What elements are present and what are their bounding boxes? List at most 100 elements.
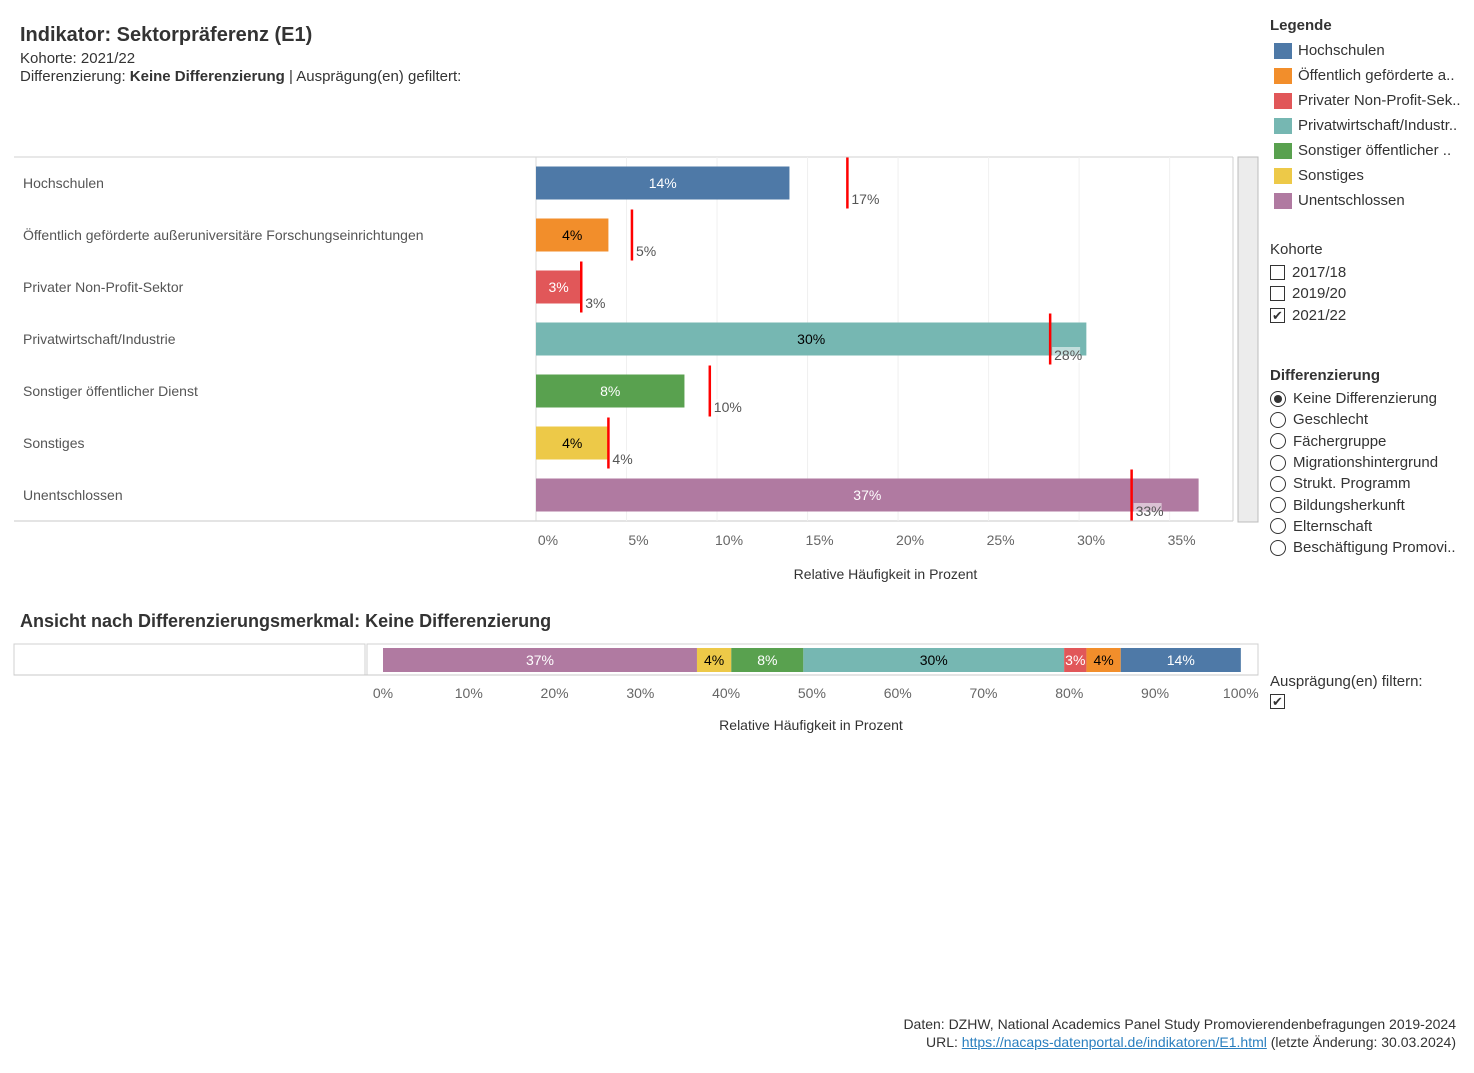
radio-unselected[interactable] — [1270, 475, 1286, 492]
kohorte-filter-title: Kohorte — [1270, 241, 1323, 258]
differenzierung-option[interactable]: Keine Differenzierung — [1270, 388, 1456, 409]
category-label: Privatwirtschaft/Industrie — [23, 331, 176, 347]
reference-label-bg — [633, 243, 654, 259]
radio-unselected[interactable] — [1270, 539, 1286, 556]
kohorte-option[interactable]: 2017/18 — [1270, 262, 1346, 283]
kohorte-option[interactable]: ✔ 2021/22 — [1270, 305, 1346, 326]
radio-unselected[interactable] — [1270, 497, 1286, 514]
footer-url-label: URL: — [925, 1034, 958, 1050]
x-tick-label: 0% — [538, 532, 558, 548]
x-tick-label: 35% — [1168, 532, 1196, 548]
category-label: Privater Non-Profit-Sektor — [23, 279, 184, 295]
reference-label-bg — [583, 295, 604, 311]
reference-label: 28% — [1054, 347, 1082, 363]
differenzierung-option[interactable]: Elternschaft — [1270, 516, 1456, 537]
filter-text: | Ausprägung(en) gefiltert: — [289, 68, 462, 85]
auspraegung-checkbox[interactable]: ✔ — [1270, 694, 1285, 709]
reference-label-bg — [1052, 347, 1081, 363]
legend: Legende Hochschulen Öffentlich geförderte… — [1270, 17, 1461, 213]
checkbox-checked[interactable]: ✔ — [1270, 307, 1285, 323]
stacked-segment — [1120, 648, 1241, 672]
checkbox-unchecked[interactable] — [1270, 286, 1285, 302]
scrollbar[interactable] — [1237, 156, 1259, 523]
legend-item[interactable]: Privater Non-Profit-Sek.. — [1270, 88, 1461, 113]
stacked-x-tick-label: 100% — [1223, 685, 1259, 701]
differenzierung-option[interactable]: Strukt. Programm — [1270, 473, 1456, 494]
stacked-x-tick-label: 70% — [969, 685, 997, 701]
differenzierung-option-label: Fächergruppe — [1293, 432, 1387, 450]
legend-label: Hochschulen — [1298, 42, 1385, 59]
kohorte-option-label: 2021/22 — [1292, 306, 1347, 324]
bar — [536, 426, 609, 460]
stacked-x-tick-label: 90% — [1141, 685, 1169, 701]
reference-label: 5% — [636, 243, 656, 259]
stacked-x-tick-label: 30% — [626, 685, 654, 701]
stacked-segment-label: 3% — [1065, 652, 1085, 668]
auspraegung-filter-title: Ausprägung(en) filtern: — [1270, 673, 1423, 690]
legend-item[interactable]: Öffentlich geförderte a.. — [1270, 63, 1461, 88]
footer-data-line: Daten: DZHW, National Academics Panel St… — [903, 1016, 1456, 1032]
radio-unselected[interactable] — [1270, 433, 1286, 450]
category-label: Hochschulen — [23, 175, 104, 191]
legend-label: Privatwirtschaft/Industr.. — [1298, 117, 1458, 134]
differenzierung-option-label: Migrationshintergrund — [1293, 454, 1439, 472]
differenzierung-option-label: Keine Differenzierung — [1293, 390, 1437, 408]
differenzierung-option[interactable]: Fächergruppe — [1270, 431, 1456, 452]
x-tick-label: 5% — [628, 532, 648, 548]
checkbox-unchecked[interactable] — [1270, 265, 1285, 281]
differenzierung-option-label: Strukt. Programm — [1293, 475, 1411, 493]
legend-item[interactable]: Sonstiger öffentlicher .. — [1270, 138, 1461, 163]
stacked-x-tick-label: 40% — [712, 685, 740, 701]
differenzierung-option[interactable]: Beschäftigung Promovi.. — [1270, 537, 1456, 558]
radio-unselected[interactable] — [1270, 518, 1286, 535]
differenzierung-filter: Differenzierung Keine Differenzierung Ges… — [1270, 367, 1456, 558]
differenzierung-option[interactable]: Geschlecht — [1270, 409, 1456, 430]
radio-selected[interactable] — [1270, 390, 1286, 407]
category-label: Sonstiger öffentlicher Dienst — [23, 383, 198, 399]
x-tick-label: 30% — [1077, 532, 1105, 548]
bar-value-label: 4% — [562, 227, 582, 243]
radio-unselected[interactable] — [1270, 411, 1286, 428]
footer-url-link[interactable]: https://nacaps-datenportal.de/indikatore… — [961, 1034, 1267, 1050]
stacked-x-tick-label: 50% — [798, 685, 826, 701]
reference-label-bg — [1133, 503, 1162, 519]
legend-label: Sonstiges — [1298, 167, 1364, 184]
bar-value-label: 3% — [549, 279, 569, 295]
category-label: Öffentlich geförderte außeruniversitäre … — [23, 226, 424, 243]
differenzierung-option-label: Beschäftigung Promovi.. — [1293, 539, 1456, 557]
diff-value: Keine Differenzierung — [129, 68, 285, 85]
differenzierung-option[interactable]: Migrationshintergrund — [1270, 452, 1456, 473]
legend-swatch — [1274, 142, 1292, 159]
reference-label-bg — [711, 399, 740, 415]
stacked-segment-label: 37% — [526, 652, 554, 668]
stacked-segment — [1086, 648, 1121, 672]
legend-swatch — [1274, 42, 1292, 59]
legend-item[interactable]: Privatwirtschaft/Industr.. — [1270, 113, 1461, 138]
kohorte-value: 2021/22 — [80, 50, 136, 67]
stacked-segment — [803, 648, 1065, 672]
reference-label: 4% — [612, 451, 632, 467]
legend-item[interactable]: Hochschulen — [1270, 38, 1461, 63]
reference-label: 17% — [851, 191, 879, 207]
radio-unselected[interactable] — [1270, 454, 1286, 471]
bar — [536, 218, 609, 252]
bar — [536, 322, 1087, 356]
footer-url-line: URL: https://nacaps-datenportal.de/indik… — [926, 1034, 1456, 1050]
stacked-segment-label: 4% — [704, 652, 724, 668]
bar — [536, 166, 790, 200]
kohorte-option[interactable]: 2019/20 — [1270, 283, 1346, 304]
differenzierung-line: Differenzierung: Keine Differenzierung |… — [20, 68, 461, 85]
kohorte-filter: Kohorte 2017/18 2019/20 ✔ 2021/22 — [1270, 241, 1346, 326]
stacked-segment-label: 8% — [757, 652, 777, 668]
legend-item[interactable]: Unentschlossen — [1270, 188, 1461, 213]
section-title: Ansicht nach Differenzierungsmerkmal: Ke… — [20, 611, 552, 631]
reference-label: 3% — [585, 295, 605, 311]
legend-item[interactable]: Sonstiges — [1270, 163, 1461, 188]
stacked-segment — [383, 648, 697, 672]
x-tick-label: 15% — [806, 532, 834, 548]
x-tick-label: 10% — [715, 532, 743, 548]
bar-value-label: 14% — [649, 175, 677, 191]
reference-label-bg — [610, 451, 631, 467]
differenzierung-option[interactable]: Bildungsherkunft — [1270, 494, 1456, 515]
